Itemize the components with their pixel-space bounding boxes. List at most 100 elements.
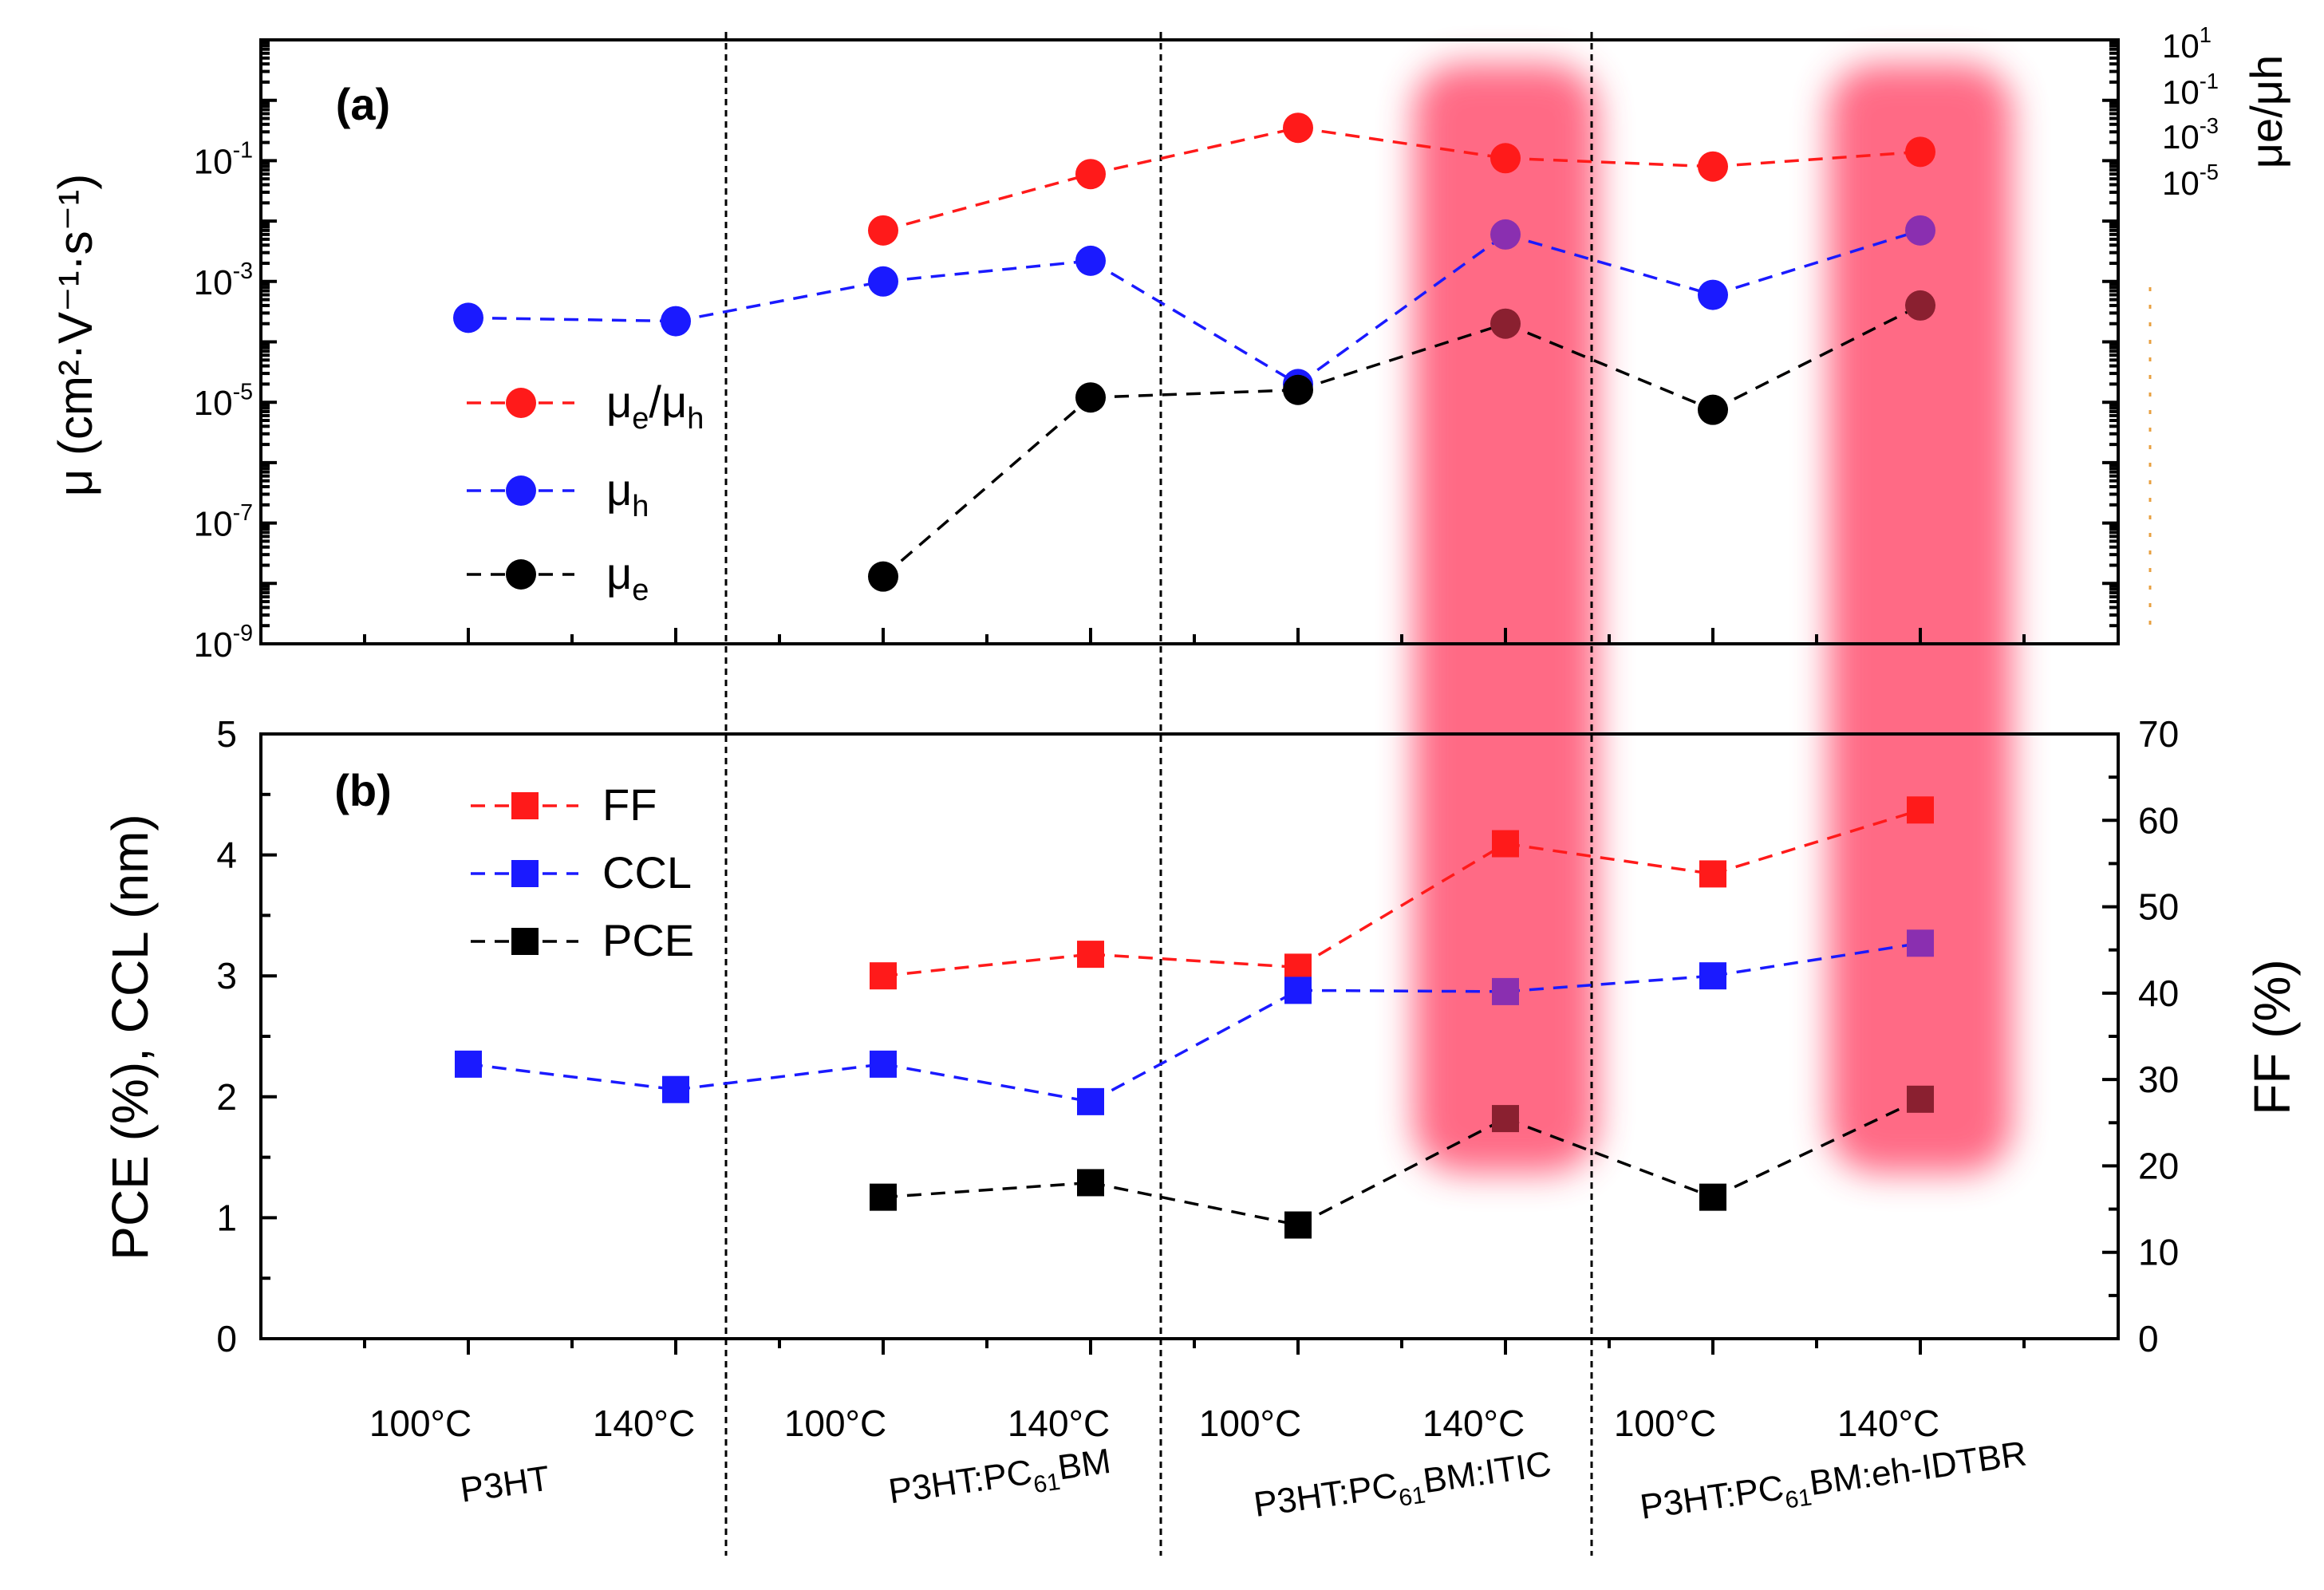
panel-b-y2-tick-label: 70 <box>2138 713 2179 755</box>
data-point <box>1907 1085 1934 1113</box>
panel-a-y-tick-label: 10-5 <box>194 379 253 423</box>
data-point <box>1698 279 1728 310</box>
panel-b-y-tick-label: 1 <box>216 1197 237 1238</box>
x-tick-label: 100°C <box>1614 1403 1716 1444</box>
series-segment <box>1090 953 1299 969</box>
panel-a-legend-2: μe <box>467 548 649 607</box>
panel-b-legend-0: FF <box>471 779 657 830</box>
data-point <box>1077 1169 1104 1197</box>
data-point <box>662 1075 689 1103</box>
data-point <box>1490 143 1521 174</box>
x-tick-label: 100°C <box>369 1403 472 1444</box>
panel-b-legend-2: PCE <box>471 915 694 965</box>
data-point <box>1907 929 1934 957</box>
data-series <box>453 112 1935 1239</box>
series-segment <box>882 172 1091 232</box>
axis-labels: 10-110-310-510-710-910110-110-310-501234… <box>49 22 2301 1527</box>
legend-label-mid: /μ <box>649 377 687 427</box>
panel-a-y-tick-label-base: 10 <box>194 263 233 302</box>
panel-b-series-0 <box>870 796 1934 990</box>
legend-label: μh <box>606 464 649 523</box>
panel-a-y-tick-label-base: 10 <box>194 384 233 423</box>
panel-a-y2-tick-label: 10-1 <box>2162 69 2219 111</box>
series-segment <box>1297 1117 1506 1227</box>
legend-label-sub: e <box>632 574 649 607</box>
series-segment <box>882 953 1091 977</box>
data-point <box>1075 159 1106 190</box>
panel-a-y2-tick-label-base: 10 <box>2162 164 2200 202</box>
legend-marker <box>511 792 539 819</box>
panel-b-label: (b) <box>334 765 392 815</box>
data-point <box>1698 394 1728 425</box>
data-point <box>1075 382 1106 413</box>
series-segment <box>1090 259 1299 385</box>
data-point <box>1077 1087 1104 1115</box>
x-tick-label: 100°C <box>1199 1403 1301 1444</box>
data-point <box>868 561 898 592</box>
data-point <box>868 266 898 297</box>
legend-label-main: μ <box>606 377 632 427</box>
series-segment <box>1712 941 1921 977</box>
panel-a-y2-tick-label: 10-5 <box>2162 160 2219 202</box>
x-tick-label: 140°C <box>1837 1403 1939 1444</box>
data-point <box>1492 1105 1519 1133</box>
data-point <box>1284 976 1312 1004</box>
data-point <box>1490 219 1521 250</box>
legend-label-sub: e <box>632 402 649 436</box>
series-segment <box>1297 322 1506 392</box>
panel-a-y2-tick-label-base: 10 <box>2162 73 2200 111</box>
legend-label: FF <box>602 779 657 830</box>
axis-ticks <box>261 41 2152 1355</box>
legend-marker <box>506 388 536 418</box>
data-point <box>453 302 483 333</box>
legend-label: μe/μh <box>606 377 704 436</box>
panel-a-y-tick-label-exp: -5 <box>233 379 253 404</box>
group-label-post: BM <box>1055 1442 1113 1488</box>
data-point <box>1284 953 1312 981</box>
data-point <box>1283 374 1313 405</box>
panel-a-y-tick-label-exp: -3 <box>233 258 253 284</box>
panel-a-y-tick-label-base: 10 <box>194 505 233 544</box>
series-segment <box>1090 1181 1299 1227</box>
series-segment <box>675 280 884 323</box>
series-segment <box>882 259 1091 283</box>
panel-b-y-tick-label: 0 <box>216 1318 237 1359</box>
panel-a-series-0 <box>868 112 1935 246</box>
group-label-sub: 61 <box>1397 1482 1427 1511</box>
panel-a-y-tick-label: 10-1 <box>194 138 253 182</box>
group-dividers <box>724 32 1593 1556</box>
panel-a-y2-tick-label-base: 10 <box>2162 27 2200 65</box>
panel-a-legend-0: μe/μh <box>467 377 704 436</box>
panel-b-y-tick-label: 5 <box>216 713 237 755</box>
highlight-band-0 <box>1414 64 1597 1173</box>
data-point <box>1075 245 1106 276</box>
data-point <box>868 215 898 246</box>
panel-a-y2-tick-label-exp: 1 <box>2200 22 2212 47</box>
data-point <box>1492 977 1519 1005</box>
data-point <box>661 306 691 337</box>
x-tick-label: 140°C <box>1008 1403 1110 1444</box>
data-point <box>1698 151 1728 182</box>
panel-a-y2-tick-label: 101 <box>2162 22 2212 65</box>
data-point <box>870 962 897 990</box>
data-point <box>1699 962 1726 990</box>
highlight-band-1 <box>1829 64 2012 1173</box>
legend-marker <box>511 928 539 955</box>
panel-a-series-1 <box>453 215 1935 400</box>
legend-marker <box>506 475 536 506</box>
data-point <box>1905 136 1935 168</box>
data-point <box>870 1050 897 1078</box>
x-tick-label: 100°C <box>784 1403 886 1444</box>
panel-b-y-tick-label: 4 <box>216 834 237 876</box>
series-segment <box>1297 126 1506 160</box>
x-tick-label: 140°C <box>1422 1403 1525 1444</box>
panel-b-y2-tick-label: 30 <box>2138 1059 2179 1100</box>
legend-label-sub2: h <box>687 402 704 436</box>
panel-b-y2-tick-label: 20 <box>2138 1145 2179 1186</box>
panel-a-y-tick-label-base: 10 <box>194 625 233 665</box>
series-segment <box>882 1063 1091 1103</box>
panel-a-y-tick-label-exp: -9 <box>233 621 253 646</box>
panel-a-y-tick-label: 10-9 <box>194 621 253 665</box>
